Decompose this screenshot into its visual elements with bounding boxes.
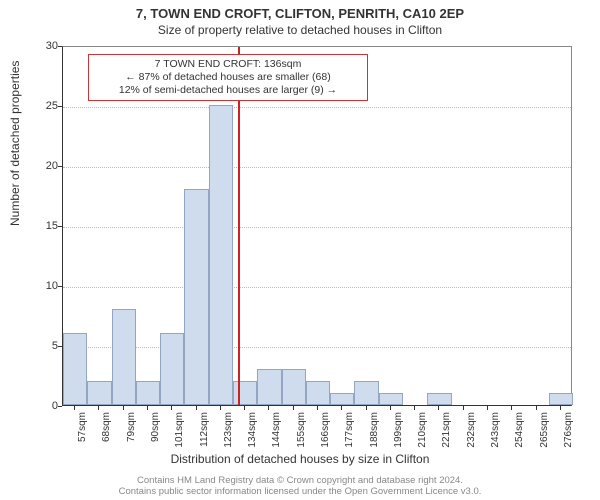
y-tick-mark: [58, 166, 62, 167]
x-tick-mark: [366, 406, 367, 410]
histogram-bar: [112, 309, 136, 405]
x-tick-mark: [171, 406, 172, 410]
y-tick-label: 10: [28, 280, 58, 292]
annotation-line: ← 87% of detached houses are smaller (68…: [95, 71, 361, 84]
annotation-box: 7 TOWN END CROFT: 136sqm← 87% of detache…: [88, 54, 368, 101]
histogram-bar: [282, 369, 306, 405]
grid-line: [63, 227, 571, 228]
histogram-bar: [257, 369, 281, 405]
annotation-line: 12% of semi-detached houses are larger (…: [95, 84, 361, 97]
y-tick-mark: [58, 106, 62, 107]
x-tick-mark: [487, 406, 488, 410]
x-tick-mark: [244, 406, 245, 410]
y-tick-mark: [58, 286, 62, 287]
x-tick-mark: [147, 406, 148, 410]
x-tick-mark: [268, 406, 269, 410]
x-tick-mark: [511, 406, 512, 410]
x-tick-mark: [123, 406, 124, 410]
x-tick-mark: [196, 406, 197, 410]
x-tick-mark: [536, 406, 537, 410]
x-tick-mark: [74, 406, 75, 410]
x-tick-mark: [317, 406, 318, 410]
y-tick-label: 15: [28, 220, 58, 232]
grid-line: [63, 107, 571, 108]
histogram-bar: [330, 393, 354, 405]
chart-title: 7, TOWN END CROFT, CLIFTON, PENRITH, CA1…: [0, 0, 600, 21]
grid-line: [63, 287, 571, 288]
y-tick-label: 25: [28, 100, 58, 112]
x-tick-mark: [293, 406, 294, 410]
footer-attribution: Contains HM Land Registry data © Crown c…: [0, 476, 600, 498]
y-tick-mark: [58, 46, 62, 47]
y-tick-mark: [58, 226, 62, 227]
x-axis-title: Distribution of detached houses by size …: [0, 452, 600, 466]
x-tick-mark: [98, 406, 99, 410]
histogram-bar: [87, 381, 111, 405]
grid-line: [63, 167, 571, 168]
y-tick-label: 5: [28, 340, 58, 352]
histogram-bar: [233, 381, 257, 405]
x-tick-mark: [414, 406, 415, 410]
histogram-bar: [136, 381, 160, 405]
histogram-bar: [427, 393, 451, 405]
histogram-bar: [63, 333, 87, 405]
chart-subtitle: Size of property relative to detached ho…: [0, 23, 600, 37]
x-tick-mark: [438, 406, 439, 410]
y-tick-label: 0: [28, 400, 58, 412]
x-tick-mark: [220, 406, 221, 410]
histogram-bar: [549, 393, 573, 405]
histogram-bar: [354, 381, 378, 405]
histogram-bar: [209, 105, 233, 405]
histogram-bar: [184, 189, 208, 405]
y-tick-mark: [58, 406, 62, 407]
y-tick-mark: [58, 346, 62, 347]
annotation-line: 7 TOWN END CROFT: 136sqm: [95, 58, 361, 71]
footer-line2: Contains public sector information licen…: [0, 487, 600, 498]
x-tick-mark: [463, 406, 464, 410]
x-tick-mark: [390, 406, 391, 410]
histogram-bar: [306, 381, 330, 405]
histogram-bar: [160, 333, 184, 405]
y-tick-label: 30: [28, 40, 58, 52]
y-tick-label: 20: [28, 160, 58, 172]
x-tick-mark: [341, 406, 342, 410]
x-tick-mark: [560, 406, 561, 410]
grid-line: [63, 347, 571, 348]
y-axis-title: Number of detached properties: [8, 61, 22, 226]
histogram-bar: [379, 393, 403, 405]
